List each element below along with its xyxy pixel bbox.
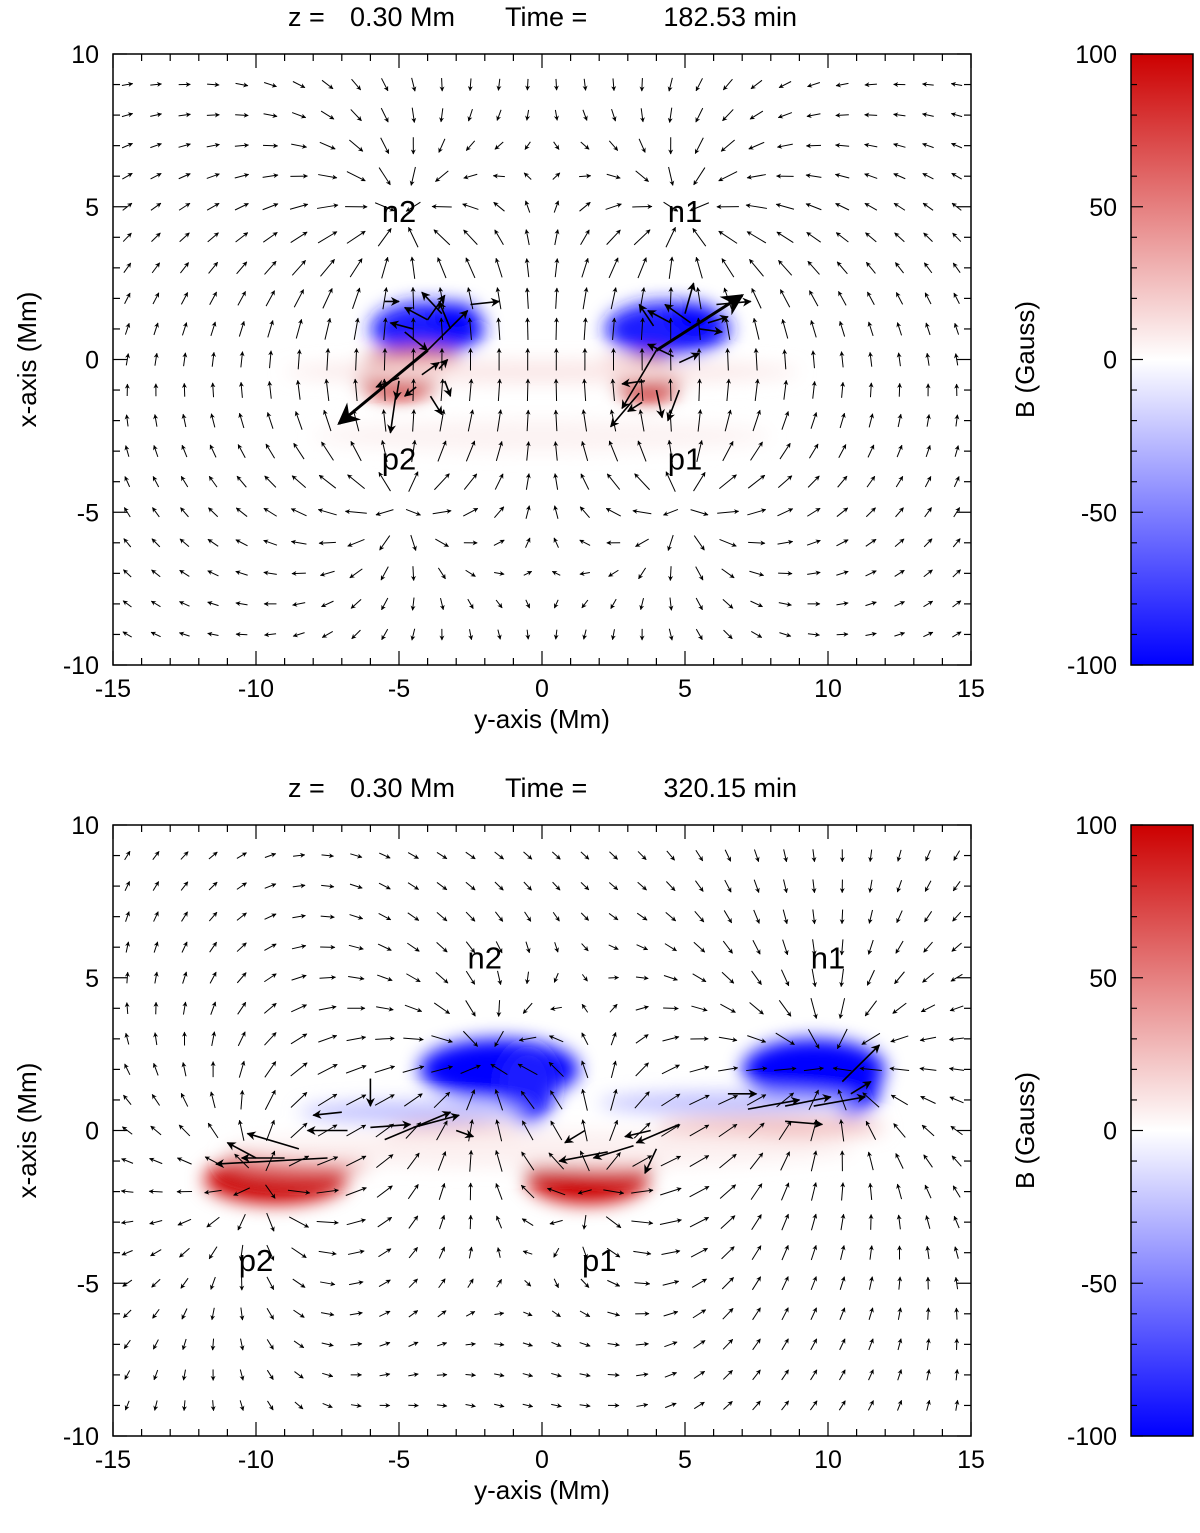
field-arrow [806,145,821,146]
flux-region-negative-5 [599,1092,856,1113]
y-tick-label: -5 [77,1270,99,1298]
field-arrow [842,910,843,924]
field-arrow [207,115,219,116]
x-tick-label: 15 [957,1446,985,1474]
field-arrow [442,78,443,91]
y-tick-label: -10 [63,652,99,680]
field-arrow [837,634,848,635]
field-arrow [608,1375,619,1376]
y-tick-label: -5 [77,499,99,527]
x-tick-label: 15 [957,675,985,703]
field-arrow [556,379,557,401]
chart-title-z-value: 0.30 Mm [350,773,455,803]
annotation-n2: n2 [468,941,502,976]
field-arrow [292,573,306,574]
annotation-p1: p1 [582,1243,616,1278]
flux-region-positive-8 [285,361,800,382]
colorbar-tick-label: 0 [1103,347,1117,375]
chart-title-time-label: Time = [505,773,587,803]
field-arrow [670,379,671,401]
colorbar-tick-label: -50 [1081,499,1117,527]
field-arrow [778,573,792,574]
flux-region-positive-12 [227,1131,856,1168]
chart-title-time-value: 320.15 min [663,773,797,803]
field-arrow [699,349,700,371]
x-tick-label: 10 [814,675,842,703]
x-tick-label: 10 [814,1446,842,1474]
x-tick-label: -5 [388,1446,410,1474]
annotation-n2: n2 [382,194,416,229]
y-tick-label: 10 [71,41,99,69]
y-tick-label: 0 [85,1118,99,1146]
colorbar-label: B (Gauss) [1010,301,1040,418]
colorbar-tick-label: 100 [1075,812,1117,840]
x-tick-label: 5 [678,1446,692,1474]
field-arrow [956,1308,957,1320]
field-arrow [865,115,877,116]
y-tick-label: 5 [85,965,99,993]
y-axis-label: x-axis (Mm) [12,1063,42,1199]
colorbar-tick-label: -100 [1067,1423,1117,1451]
x-tick-label: -15 [95,1446,131,1474]
field-arrow [470,1215,471,1229]
colorbar-tick-label: 0 [1103,1118,1117,1146]
field-arrow [556,79,557,90]
field-arrow [642,78,643,91]
field-arrow [663,1008,678,1009]
y-axis-label: x-axis (Mm) [12,292,42,428]
annotation-p1: p1 [668,441,702,476]
y-tick-label: 10 [71,812,99,840]
field-arrow [263,145,278,146]
flux-region-negative-4 [299,1101,528,1122]
colorbar-tick-label: -100 [1067,652,1117,680]
annotation-n1: n1 [668,194,702,229]
flux-region-negative-5 [671,303,717,337]
annotation-p2: p2 [382,441,416,476]
colorbar-tick-label: 50 [1089,965,1117,993]
colorbar-label: B (Gauss) [1010,1072,1040,1189]
chart-title-time-label: Time = [505,2,587,32]
x-tick-label: 5 [678,675,692,703]
chart-title-z-label: z = [288,2,325,32]
x-tick-label: 0 [535,675,549,703]
x-tick-label: 0 [535,1446,549,1474]
field-arrow [527,379,528,401]
field-arrow [236,634,247,635]
chart-title-z-label: z = [288,773,325,803]
x-tick-label: -15 [95,675,131,703]
field-arrow [527,79,528,90]
colorbar-tick-label: 100 [1075,41,1117,69]
annotation-n1: n1 [811,941,845,976]
field-arrow [384,349,385,371]
x-tick-label: -5 [388,675,410,703]
y-tick-label: -10 [63,1423,99,1451]
annotation-p2: p2 [239,1243,273,1278]
y-tick-label: 0 [85,347,99,375]
chart-title-z-value: 0.30 Mm [350,2,455,32]
field-arrow [437,1375,447,1376]
x-tick-label: -10 [238,675,274,703]
field-arrow [556,318,557,340]
chart-title-time-value: 182.53 min [663,2,797,32]
colorbar-tick-label: -50 [1081,1270,1117,1298]
x-axis-label: y-axis (Mm) [474,1475,610,1505]
field-arrow [527,318,528,340]
colorbar-tick-label: 50 [1089,194,1117,222]
y-tick-label: 5 [85,194,99,222]
x-axis-label: y-axis (Mm) [474,704,610,734]
x-tick-label: -10 [238,1446,274,1474]
